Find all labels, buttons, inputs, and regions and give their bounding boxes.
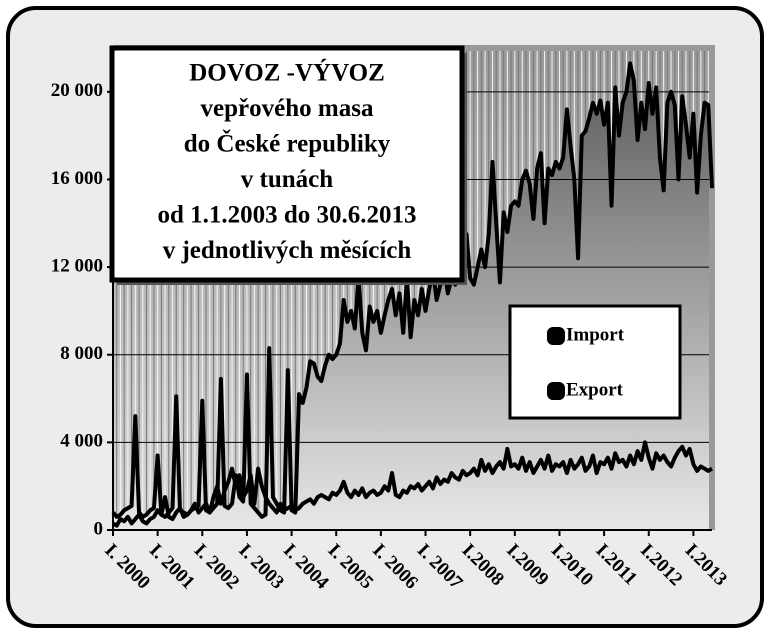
chart-title: DOVOZ -VÝVOZ <box>189 59 385 87</box>
legend-marker <box>547 327 565 345</box>
y-tick-label: 4 000 <box>60 431 103 452</box>
chart-title: v jednotlivých měsících <box>163 237 412 264</box>
legend-label: Export <box>566 379 624 400</box>
chart-title: do České republiky <box>184 129 391 158</box>
title-box: DOVOZ -VÝVOZ vepřového masa do České repub… <box>109 45 467 285</box>
y-tick-label: 0 <box>94 518 104 539</box>
series-line <box>111 61 714 519</box>
chart-title: od 1.1.2003 do 30.6.2013 <box>157 202 416 229</box>
legend-label: Import <box>566 324 625 345</box>
legend-marker <box>547 382 565 400</box>
legend: Import Export <box>508 304 682 420</box>
y-tick-label: 20 000 <box>51 80 103 101</box>
series-line <box>111 440 714 528</box>
title-background <box>109 45 465 283</box>
y-tick-label: 8 000 <box>60 343 103 364</box>
y-tick-label: 16 000 <box>51 168 103 189</box>
chart-title: v tunách <box>241 166 333 193</box>
legend-background <box>508 304 682 420</box>
chart-title: vepřového masa <box>201 95 374 122</box>
y-tick-label: 12 000 <box>51 255 103 276</box>
